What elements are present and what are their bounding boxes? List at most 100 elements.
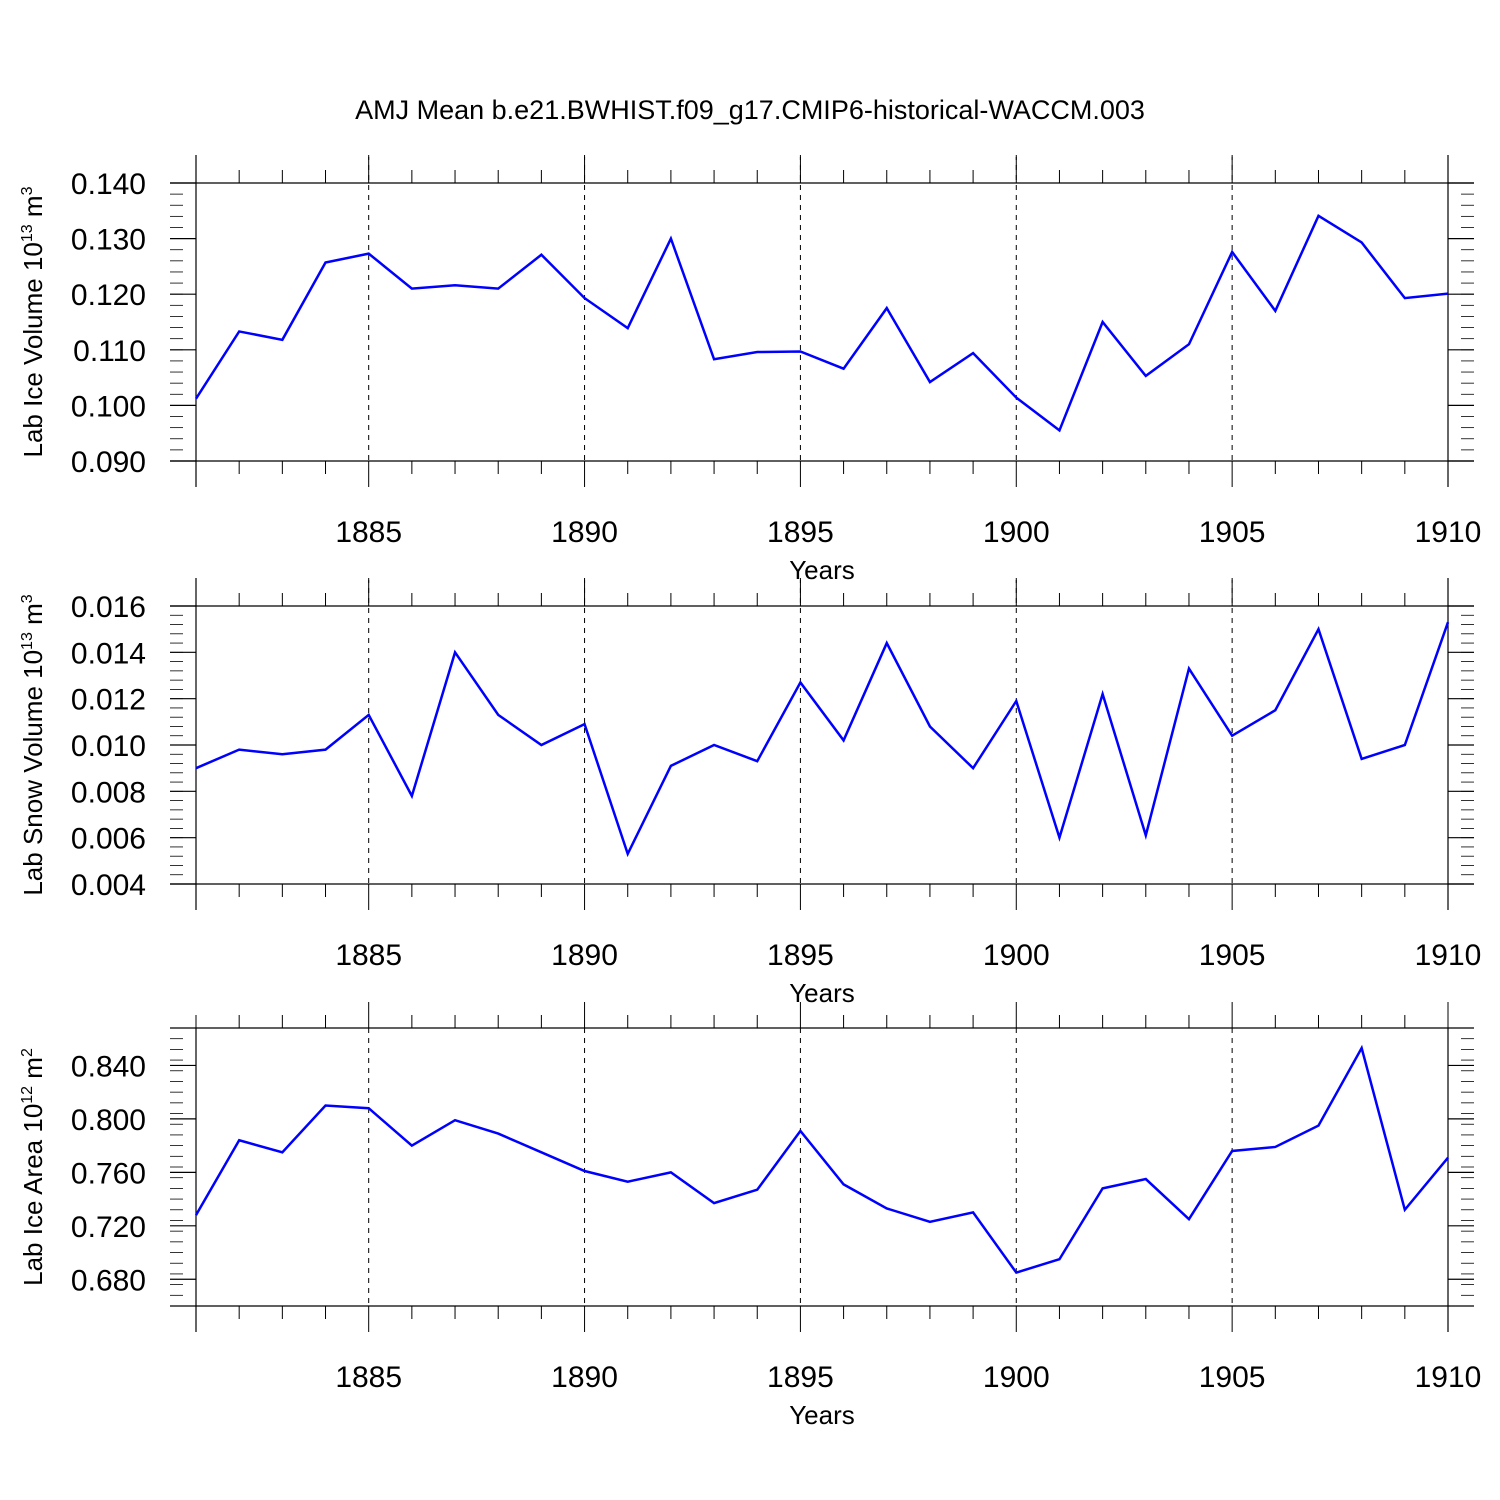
series-line-lab-ice-volume xyxy=(194,213,1449,433)
data-point xyxy=(669,764,673,768)
data-point xyxy=(712,357,716,361)
y-tick-label: 0.130 xyxy=(71,224,146,257)
data-point xyxy=(1360,240,1364,244)
data-point xyxy=(324,748,328,752)
data-point xyxy=(280,1150,284,1154)
data-point xyxy=(755,759,759,763)
data-point xyxy=(1316,1124,1320,1128)
data-point xyxy=(496,1132,500,1136)
x-tick-label: 1890 xyxy=(551,1361,618,1394)
x-axis-label: Years xyxy=(789,978,855,1008)
data-point xyxy=(539,253,543,257)
y-tick-label: 0.012 xyxy=(71,684,146,717)
data-point xyxy=(971,1210,975,1214)
chart-title: AMJ Mean b.e21.BWHIST.f09_g17.CMIP6-hist… xyxy=(355,95,1145,125)
x-tick-label: 1895 xyxy=(767,1361,834,1394)
x-axis-label: Years xyxy=(789,1400,855,1430)
data-point xyxy=(1014,699,1018,703)
series-line-lab-ice-area xyxy=(194,1044,1449,1275)
y-tick-label: 0.010 xyxy=(71,730,146,763)
x-tick-label: 1905 xyxy=(1199,939,1266,972)
data-point xyxy=(194,1213,198,1217)
data-point xyxy=(669,1170,673,1174)
chart-panels: 1885 1890 1895 1900 1905 1910 0.090 0.100 0.110 0… xyxy=(18,155,1481,1430)
data-point xyxy=(885,1206,889,1210)
data-point xyxy=(367,252,371,256)
data-point xyxy=(280,752,284,756)
y-tick-label: 0.008 xyxy=(71,776,146,809)
x-tick-label: 1890 xyxy=(551,516,618,549)
y-tick-label: 0.100 xyxy=(71,390,146,423)
x-tick-label: 1910 xyxy=(1415,939,1482,972)
data-point xyxy=(1057,428,1061,432)
data-point xyxy=(1316,214,1320,218)
data-point xyxy=(1101,692,1105,696)
data-point xyxy=(798,680,802,684)
data-point xyxy=(1101,1186,1105,1190)
data-point xyxy=(669,237,673,241)
data-point xyxy=(367,713,371,717)
data-point xyxy=(1446,292,1450,296)
data-point xyxy=(583,296,587,300)
data-point xyxy=(1187,1217,1191,1221)
y-tick-label: 0.840 xyxy=(71,1050,146,1083)
data-point xyxy=(928,724,932,728)
y-tick-label: 0.720 xyxy=(71,1211,146,1244)
data-point xyxy=(1101,320,1105,324)
panel-lab-snow-volume: 1885 1890 1895 1900 1905 1910 0.004 0.006 0.008 0… xyxy=(18,578,1481,1008)
data-point xyxy=(1014,396,1018,400)
data-point xyxy=(496,713,500,717)
data-point xyxy=(1403,296,1407,300)
y-tick-label: 0.014 xyxy=(71,637,146,670)
data-point xyxy=(1446,620,1450,624)
data-point xyxy=(496,287,500,291)
data-point xyxy=(1403,743,1407,747)
data-point xyxy=(1273,309,1277,313)
data-point xyxy=(1187,667,1191,671)
data-point xyxy=(583,722,587,726)
data-point xyxy=(324,261,328,265)
data-point xyxy=(1057,1257,1061,1261)
y-axis-label: Lab Ice Volume 1013 m3 xyxy=(18,186,48,457)
data-point xyxy=(539,1150,543,1154)
data-point xyxy=(194,766,198,770)
data-point xyxy=(1230,250,1234,254)
data-point xyxy=(1273,1145,1277,1149)
y-tick-label: 0.016 xyxy=(71,591,146,624)
data-point xyxy=(410,287,414,291)
y-tick-label: 0.006 xyxy=(71,823,146,856)
data-point xyxy=(626,326,630,330)
data-point xyxy=(539,743,543,747)
panel-lab-ice-area: 1885 1890 1895 1900 1905 1910 0.680 0.720 0.760 0… xyxy=(18,1002,1481,1430)
y-tick-label: 0.760 xyxy=(71,1157,146,1190)
data-point xyxy=(1446,1156,1450,1160)
x-tick-label: 1885 xyxy=(335,516,402,549)
x-tick-label: 1900 xyxy=(983,1361,1050,1394)
x-tick-label: 1910 xyxy=(1415,516,1482,549)
panel-lab-ice-volume: 1885 1890 1895 1900 1905 1910 0.090 0.100 0.110 0… xyxy=(18,155,1481,585)
x-tick-label: 1905 xyxy=(1199,516,1266,549)
y-tick-label: 0.140 xyxy=(71,168,146,201)
data-point xyxy=(324,1104,328,1108)
series-line-lab-snow-volume xyxy=(195,621,1450,858)
data-point xyxy=(842,738,846,742)
data-point xyxy=(194,397,198,401)
data-point xyxy=(1187,342,1191,346)
data-point xyxy=(1014,1271,1018,1275)
data-point xyxy=(367,1106,371,1110)
x-tick-label: 1900 xyxy=(983,516,1050,549)
x-axis-label: Years xyxy=(789,555,855,585)
data-point xyxy=(1360,757,1364,761)
data-point xyxy=(1057,836,1061,840)
data-point xyxy=(1230,1149,1234,1153)
y-tick-label: 0.800 xyxy=(71,1104,146,1137)
data-point xyxy=(885,641,889,645)
data-point xyxy=(1144,1177,1148,1181)
data-point xyxy=(626,852,630,856)
data-point xyxy=(583,1169,587,1173)
data-point xyxy=(971,766,975,770)
data-point xyxy=(237,748,241,752)
data-point xyxy=(928,1220,932,1224)
y-axis-label: Lab Snow Volume 1013 m3 xyxy=(18,594,48,895)
